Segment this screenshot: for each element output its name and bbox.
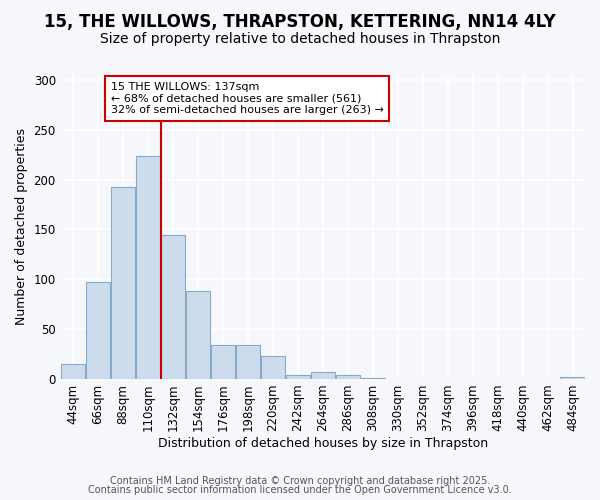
Text: Contains HM Land Registry data © Crown copyright and database right 2025.: Contains HM Land Registry data © Crown c… (110, 476, 490, 486)
Bar (111, 186, 135, 379)
Bar (161, 236, 185, 379)
Bar (186, 292, 210, 379)
Bar (261, 356, 285, 379)
Bar (361, 378, 385, 379)
Text: Contains public sector information licensed under the Open Government Licence v3: Contains public sector information licen… (88, 485, 512, 495)
Text: 15, THE WILLOWS, THRAPSTON, KETTERING, NN14 4LY: 15, THE WILLOWS, THRAPSTON, KETTERING, N… (44, 12, 556, 30)
Bar (211, 345, 235, 379)
Bar (86, 282, 110, 379)
Bar (336, 375, 360, 379)
X-axis label: Distribution of detached houses by size in Thrapston: Distribution of detached houses by size … (158, 437, 488, 450)
Bar (286, 375, 310, 379)
Text: Size of property relative to detached houses in Thrapston: Size of property relative to detached ho… (100, 32, 500, 46)
Text: 15 THE WILLOWS: 137sqm
← 68% of detached houses are smaller (561)
32% of semi-de: 15 THE WILLOWS: 137sqm ← 68% of detached… (110, 82, 383, 115)
Bar (236, 345, 260, 379)
Y-axis label: Number of detached properties: Number of detached properties (15, 128, 28, 326)
Bar (136, 156, 160, 379)
Bar (311, 372, 335, 379)
Bar (61, 364, 85, 379)
Bar (560, 377, 584, 379)
